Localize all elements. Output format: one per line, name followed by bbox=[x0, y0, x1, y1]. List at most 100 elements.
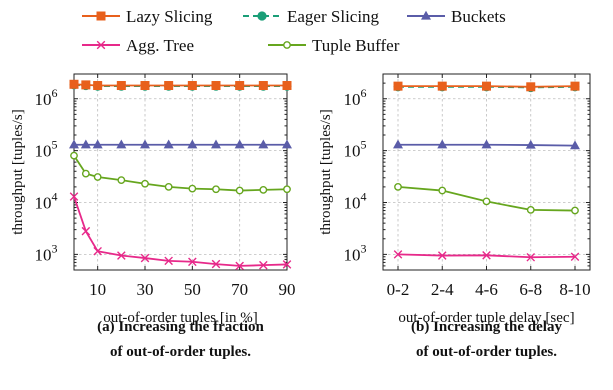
data-point bbox=[282, 139, 292, 149]
legend-label: Lazy Slicing bbox=[126, 7, 213, 26]
data-point bbox=[117, 176, 126, 185]
data-point bbox=[93, 81, 103, 91]
legend-label: Eager Slicing bbox=[287, 7, 380, 26]
data-point bbox=[163, 139, 174, 149]
legend-marker-open-circle bbox=[283, 41, 291, 49]
data-point bbox=[117, 251, 126, 260]
data-point bbox=[93, 246, 102, 256]
data-point bbox=[140, 139, 150, 149]
y-tick-label-exponent: 3 bbox=[52, 241, 58, 255]
data-point bbox=[437, 251, 447, 260]
data-point bbox=[140, 81, 150, 91]
x-tick-label: 2-4 bbox=[431, 280, 454, 299]
y-tick-label-exponent: 5 bbox=[52, 138, 58, 152]
legend: Lazy Slicing Eager Slicing Buckets Agg. Tre… bbox=[82, 7, 506, 55]
x-axis: 10 30 50 70 90 bbox=[89, 74, 296, 299]
y-tick-label-base: 10 bbox=[35, 90, 52, 109]
legend-item-buckets: Buckets bbox=[407, 7, 506, 26]
legend-item-tuple-buffer: Tuple Buffer bbox=[268, 36, 400, 55]
legend-item-lazy-slicing: Lazy Slicing bbox=[82, 7, 213, 26]
y-tick-label: 103 bbox=[35, 241, 58, 264]
caption-line-1: (a) Increasing the fraction bbox=[97, 319, 264, 335]
x-tick-label: 10 bbox=[89, 280, 106, 299]
data-point bbox=[259, 260, 268, 270]
x-tick-label: 6-8 bbox=[519, 280, 542, 299]
series-tuple-buffer bbox=[394, 182, 579, 215]
caption-line-2: of out-of-order tuples. bbox=[416, 344, 557, 360]
y-tick-label: 104 bbox=[344, 190, 367, 213]
data-point bbox=[140, 253, 150, 263]
data-point bbox=[211, 259, 221, 269]
legend-marker-square bbox=[96, 11, 106, 21]
caption-line-2: of out-of-order tuples. bbox=[110, 344, 251, 360]
data-point bbox=[70, 151, 78, 160]
data-point bbox=[438, 186, 447, 195]
y-tick-label-exponent: 6 bbox=[52, 86, 58, 100]
data-point bbox=[188, 184, 197, 193]
data-point bbox=[211, 81, 221, 91]
data-point bbox=[570, 140, 580, 150]
y-tick-label-base: 10 bbox=[344, 245, 361, 264]
grid bbox=[74, 74, 288, 270]
x-tick-label: 50 bbox=[184, 280, 201, 299]
data-point bbox=[482, 251, 491, 260]
series-lazy-slicing bbox=[393, 81, 580, 92]
y-tick-label-exponent: 6 bbox=[361, 86, 367, 100]
y-tick-label-exponent: 5 bbox=[361, 138, 367, 152]
y-tick-label: 105 bbox=[344, 138, 367, 161]
y-tick-label-base: 10 bbox=[344, 194, 361, 213]
data-point bbox=[437, 81, 447, 91]
data-point bbox=[187, 139, 198, 149]
data-point bbox=[69, 139, 79, 149]
series-line bbox=[73, 83, 287, 87]
data-point bbox=[481, 139, 492, 149]
data-point bbox=[394, 182, 402, 191]
y-tick-label: 104 bbox=[35, 190, 58, 213]
x-tick-label: 0-2 bbox=[387, 280, 410, 299]
series-agg-tree bbox=[393, 250, 580, 262]
legend-marker-circle bbox=[257, 11, 267, 21]
x-tick-label: 4-6 bbox=[475, 280, 498, 299]
y-tick-label: 105 bbox=[35, 138, 58, 161]
data-point bbox=[81, 169, 90, 178]
x-axis-title: out-of-order tuple delay [sec] bbox=[398, 310, 574, 326]
data-point bbox=[81, 80, 91, 90]
data-point bbox=[211, 139, 221, 149]
series-agg-tree bbox=[69, 192, 292, 271]
data-point bbox=[187, 81, 197, 91]
data-point bbox=[282, 260, 292, 269]
y-axis-title: throughput [tuples/s] bbox=[318, 109, 334, 234]
data-point bbox=[164, 256, 173, 266]
data-point bbox=[69, 79, 79, 89]
x-axis-title: out-of-order tuples [in %] bbox=[103, 310, 258, 326]
y-tick-label-base: 10 bbox=[35, 194, 52, 213]
data-point bbox=[482, 197, 491, 206]
y-tick-label-exponent: 3 bbox=[361, 241, 367, 255]
x-axis: 0-2 2-4 4-6 6-8 8-10 bbox=[387, 74, 591, 299]
plot-area-frame bbox=[73, 73, 288, 271]
data-point bbox=[80, 139, 91, 149]
data-point bbox=[258, 139, 269, 149]
legend-marker-cross bbox=[96, 40, 106, 50]
data-point bbox=[69, 192, 79, 201]
series-buckets bbox=[393, 139, 580, 150]
y-tick-label: 106 bbox=[35, 86, 58, 109]
y-tick-label: 103 bbox=[344, 241, 367, 264]
data-point bbox=[116, 139, 127, 149]
x-tick-label: 8-10 bbox=[559, 280, 590, 299]
data-point bbox=[188, 257, 197, 267]
legend-label: Buckets bbox=[451, 7, 506, 26]
y-tick-label: 106 bbox=[344, 86, 367, 109]
data-point bbox=[164, 182, 173, 191]
y-axis-title: throughput [tuples/s] bbox=[10, 109, 26, 234]
data-point bbox=[116, 81, 126, 91]
data-point bbox=[258, 81, 268, 91]
series-buckets bbox=[69, 139, 292, 149]
data-point bbox=[526, 252, 536, 262]
data-point bbox=[526, 206, 535, 214]
y-tick-label-base: 10 bbox=[344, 90, 361, 109]
data-point bbox=[164, 81, 174, 91]
